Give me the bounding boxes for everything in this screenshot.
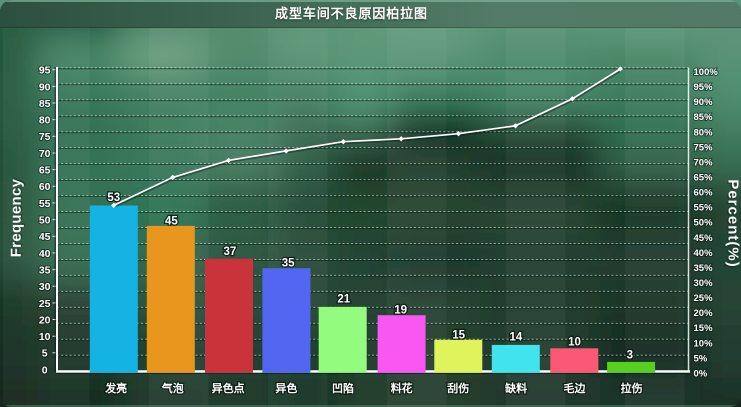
svg-text:80: 80 — [39, 115, 51, 127]
svg-text:14: 14 — [510, 332, 523, 344]
svg-text:21: 21 — [337, 294, 350, 306]
svg-text:90: 90 — [39, 81, 51, 93]
svg-text:25%: 25% — [694, 293, 714, 304]
svg-text:30%: 30% — [694, 278, 714, 289]
svg-text:料花: 料花 — [391, 381, 413, 395]
svg-text:40%: 40% — [694, 248, 714, 259]
svg-text:70%: 70% — [694, 157, 714, 168]
svg-text:异色点: 异色点 — [212, 381, 245, 395]
svg-text:20: 20 — [39, 314, 51, 326]
svg-text:85: 85 — [39, 98, 51, 110]
svg-text:50%: 50% — [694, 218, 714, 229]
svg-text:75%: 75% — [694, 142, 714, 153]
svg-text:Frequency: Frequency — [8, 178, 25, 257]
svg-text:85%: 85% — [694, 112, 714, 123]
svg-text:45: 45 — [39, 231, 51, 243]
svg-text:3: 3 — [627, 350, 633, 362]
svg-text:凹陷: 凹陷 — [332, 381, 354, 395]
svg-text:发亮: 发亮 — [104, 381, 127, 395]
svg-text:25: 25 — [39, 298, 51, 310]
svg-text:19: 19 — [394, 304, 407, 316]
svg-text:气泡: 气泡 — [161, 381, 184, 395]
svg-text:65%: 65% — [694, 173, 714, 184]
svg-text:0: 0 — [42, 364, 48, 376]
svg-text:15%: 15% — [694, 323, 714, 334]
svg-text:50: 50 — [39, 215, 51, 227]
svg-text:95: 95 — [39, 65, 51, 77]
svg-text:37: 37 — [224, 246, 237, 258]
svg-text:75: 75 — [39, 131, 51, 143]
svg-text:0%: 0% — [694, 368, 708, 379]
svg-text:95%: 95% — [694, 82, 714, 93]
svg-text:刮伤: 刮伤 — [447, 381, 469, 395]
svg-text:毛边: 毛边 — [564, 381, 587, 395]
svg-text:45%: 45% — [694, 233, 714, 244]
svg-text:100%: 100% — [694, 67, 719, 78]
svg-text:5%: 5% — [694, 353, 708, 364]
svg-text:35: 35 — [39, 265, 51, 277]
svg-text:10%: 10% — [694, 338, 714, 349]
svg-text:缺料: 缺料 — [504, 381, 527, 395]
svg-text:20%: 20% — [694, 308, 714, 319]
svg-text:异色: 异色 — [275, 381, 297, 395]
svg-text:53: 53 — [107, 192, 120, 204]
svg-text:70: 70 — [39, 148, 51, 160]
svg-text:Percent(%): Percent(%) — [725, 179, 741, 267]
svg-text:55: 55 — [39, 198, 51, 210]
svg-text:90%: 90% — [694, 97, 714, 108]
svg-text:拉伤: 拉伤 — [621, 381, 643, 395]
svg-text:65: 65 — [39, 165, 51, 177]
svg-text:10: 10 — [39, 331, 51, 343]
svg-text:60: 60 — [39, 181, 51, 193]
svg-text:30: 30 — [39, 281, 51, 293]
svg-text:40: 40 — [39, 248, 51, 260]
svg-text:55%: 55% — [694, 203, 714, 214]
svg-text:80%: 80% — [694, 127, 714, 138]
svg-text:60%: 60% — [694, 188, 714, 199]
svg-text:10: 10 — [568, 337, 581, 349]
svg-text:45: 45 — [165, 215, 178, 227]
svg-text:15: 15 — [452, 330, 465, 342]
svg-text:35%: 35% — [694, 263, 714, 274]
svg-text:5: 5 — [42, 348, 48, 360]
svg-text:35: 35 — [282, 258, 295, 270]
